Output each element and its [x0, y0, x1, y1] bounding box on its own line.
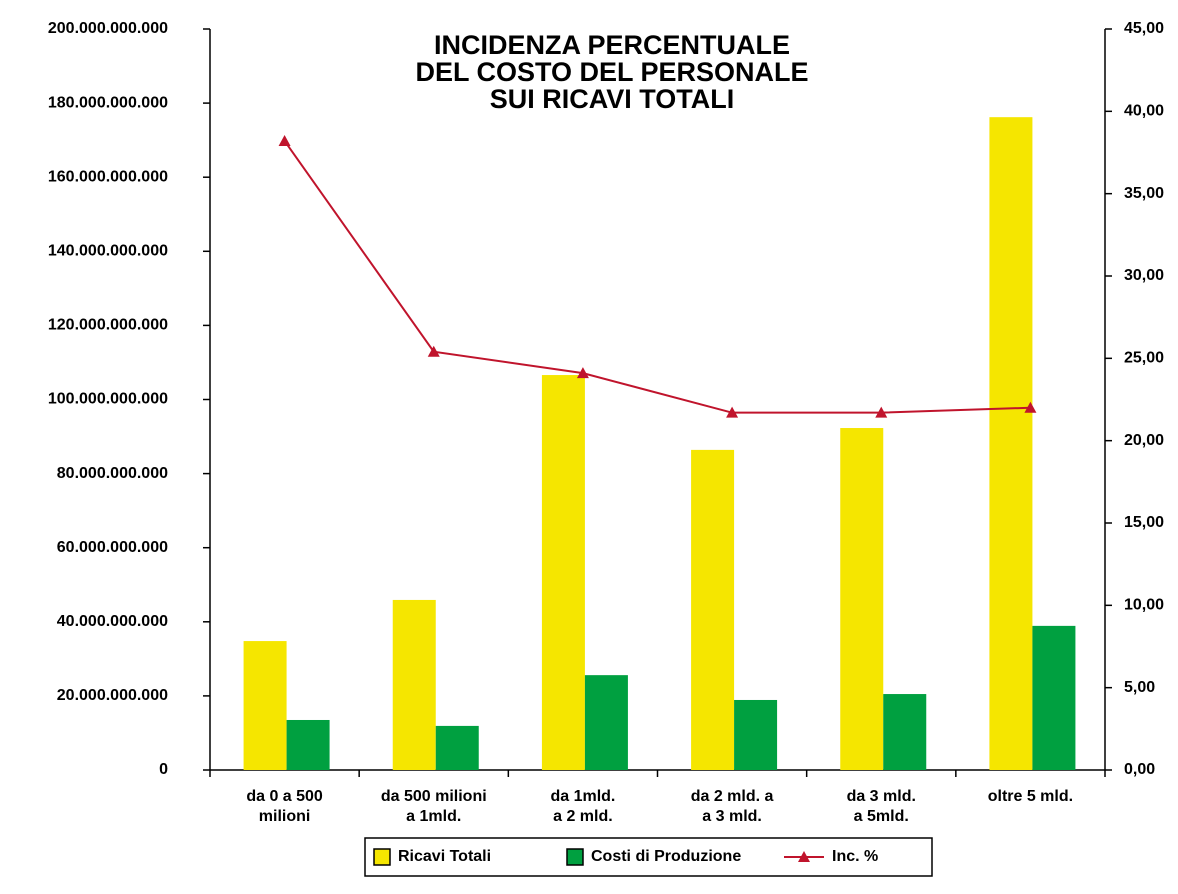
y-tick-label: 140.000.000.000: [48, 243, 168, 260]
bar: [243, 641, 287, 770]
y-tick-label: 60.000.000.000: [57, 539, 168, 556]
bar: [435, 725, 479, 770]
x-tick-label: da 3 mld. a 5mld.: [846, 788, 916, 825]
y-tick-label: 180.000.000.000: [48, 94, 168, 111]
bar: [989, 117, 1033, 770]
bar: [1032, 625, 1076, 770]
legend-swatch: [566, 848, 584, 866]
line-marker: [726, 406, 739, 418]
line: [283, 140, 1031, 414]
x-tick-label: da 0 a 500 milioni: [246, 788, 323, 825]
y2-tick-label: 10,00: [1124, 597, 1164, 614]
y2-tick-label: 35,00: [1124, 185, 1164, 202]
line-marker: [875, 406, 888, 418]
y2-tick-label: 5,00: [1124, 679, 1155, 696]
y2-tick-label: 30,00: [1124, 267, 1164, 284]
y2-tick-label: 25,00: [1124, 350, 1164, 367]
y2-tick-label: 45,00: [1124, 20, 1164, 37]
bar: [734, 699, 778, 770]
bar: [286, 719, 330, 770]
line-marker: [576, 367, 589, 379]
y-tick-label: 120.000.000.000: [48, 317, 168, 334]
y-tick-label: 200.000.000.000: [48, 20, 168, 37]
bar: [584, 675, 628, 770]
bar: [392, 599, 436, 770]
y-tick-label: 160.000.000.000: [48, 168, 168, 185]
legend-label: Inc. %: [832, 848, 878, 865]
line-marker: [1024, 401, 1037, 413]
y-tick-label: 80.000.000.000: [57, 465, 168, 482]
line-marker: [278, 134, 291, 146]
bar: [883, 694, 927, 770]
x-tick-label: oltre 5 mld.: [987, 788, 1074, 805]
line-marker: [427, 345, 440, 357]
y-tick-label: 40.000.000.000: [57, 613, 168, 630]
legend-marker: [798, 851, 810, 862]
x-tick-label: da 2 mld. a a 3 mld.: [690, 788, 774, 825]
chart-title: INCIDENZA PERCENTUALE DEL COSTO DEL PERS…: [415, 30, 809, 114]
bar: [541, 375, 585, 770]
legend-label: Ricavi Totali: [398, 848, 491, 865]
bar: [691, 449, 735, 770]
y2-tick-label: 15,00: [1124, 514, 1164, 531]
y2-tick-label: 20,00: [1124, 432, 1164, 449]
x-tick-label: da 500 milioni a 1mld.: [380, 788, 487, 825]
y2-tick-label: 40,00: [1124, 103, 1164, 120]
legend-swatch: [373, 848, 391, 866]
x-tick-label: da 1mld. a 2 mld.: [550, 788, 616, 825]
y-tick-label: 20.000.000.000: [57, 687, 168, 704]
y-tick-label: 0: [159, 761, 168, 778]
legend-label: Costi di Produzione: [591, 848, 741, 865]
y2-tick-label: 0,00: [1124, 761, 1155, 778]
bar: [840, 428, 884, 770]
legend-box: [364, 837, 933, 877]
y-tick-label: 100.000.000.000: [48, 391, 168, 408]
